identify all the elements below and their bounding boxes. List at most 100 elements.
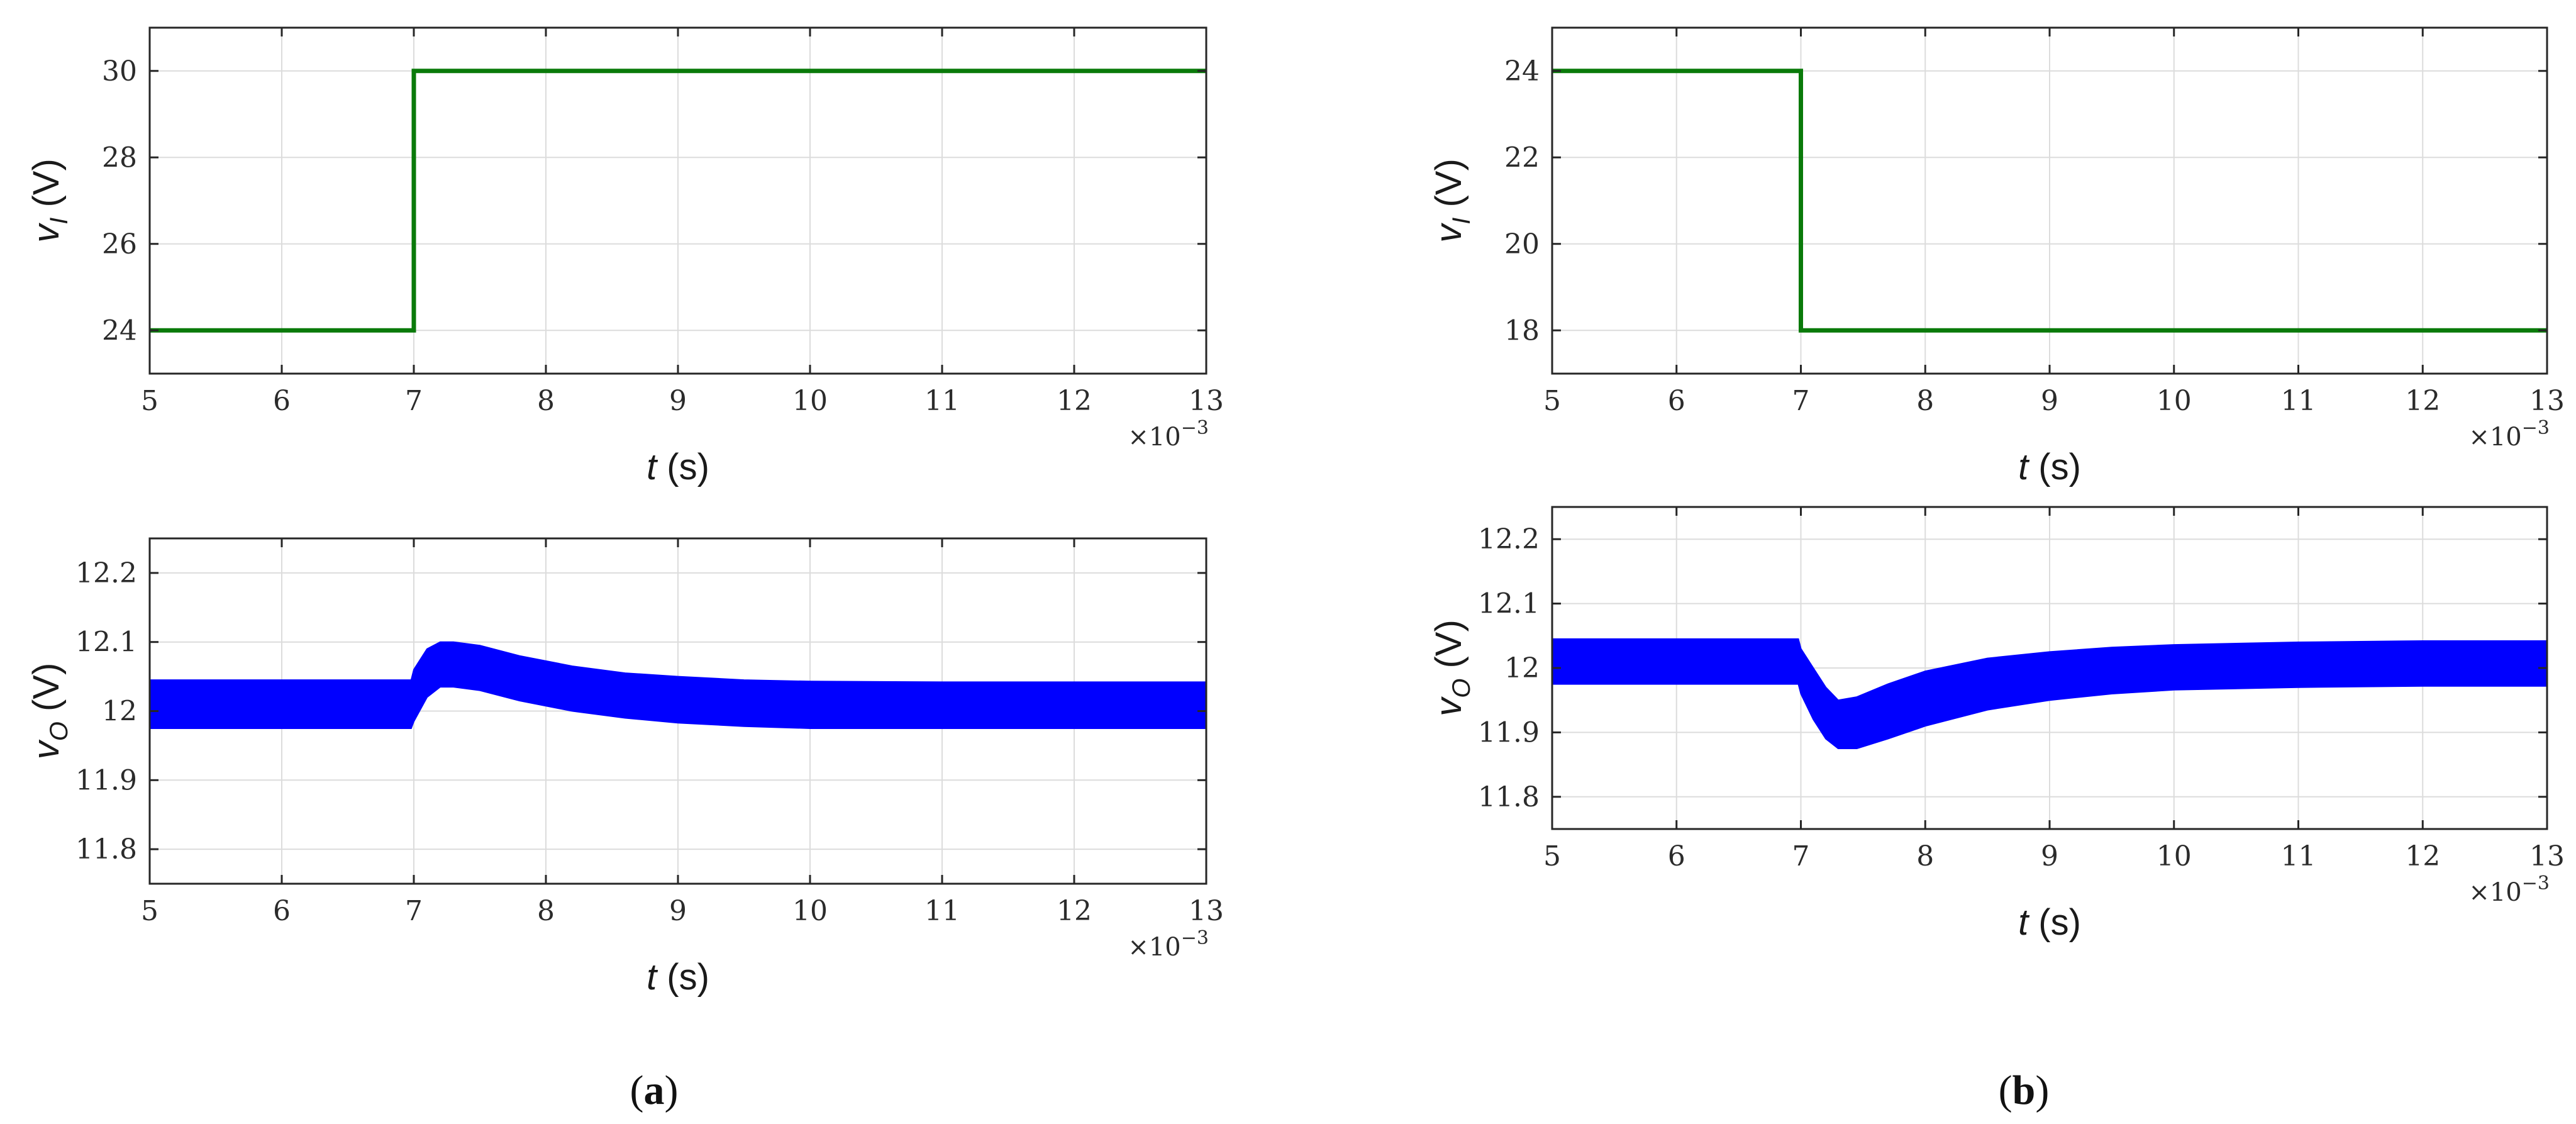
x-multiplier-exponent: −3	[2522, 417, 2550, 439]
x-tick-label: 6	[273, 385, 291, 417]
x-axis-unit: (s)	[2028, 902, 2081, 943]
x-tick-label: 12	[1057, 385, 1092, 417]
x-multiplier-exponent: −3	[1181, 417, 1209, 439]
x-tick-label: 7	[1792, 840, 1810, 872]
y-axis-label: vO (V)	[1428, 620, 1475, 716]
y-axis-unit: (V)	[26, 159, 67, 217]
y-axis-subscript: I	[1448, 218, 1475, 225]
x-multiplier: ×10−3	[1128, 927, 1209, 962]
y-tick-label: 30	[102, 55, 137, 87]
x-tick-label: 12	[2405, 385, 2440, 417]
x-axis-variable: t	[2018, 447, 2030, 487]
x-tick-label: 12	[1057, 895, 1092, 927]
y-tick-label: 11.8	[75, 833, 137, 865]
x-tick-label: 9	[2041, 385, 2058, 417]
x-tick-label: 9	[669, 385, 687, 417]
x-tick-label: 10	[792, 895, 828, 927]
y-axis-variable: v	[26, 739, 67, 759]
x-tick-label: 10	[2157, 840, 2192, 872]
x-tick-label: 10	[2157, 385, 2192, 417]
x-tick-label: 13	[2529, 840, 2565, 872]
x-multiplier-exponent: −3	[2522, 872, 2550, 894]
y-axis-label: vO (V)	[26, 663, 73, 760]
series-line	[1552, 69, 2547, 333]
x-axis-unit: (s)	[657, 447, 709, 487]
x-tick-label: 13	[1189, 895, 1224, 927]
x-axis-variable: t	[647, 447, 658, 487]
caption-b: (b)	[1999, 1067, 2050, 1113]
x-tick-label: 6	[1668, 385, 1685, 417]
y-axis-unit: (V)	[1428, 620, 1469, 678]
y-tick-label: 24	[102, 314, 137, 347]
y-tick-label: 11.9	[75, 764, 137, 796]
chart-b-bottom: 5 6 7 8 9 10 11 12 13 11.8 11.9 12 12.1 12.2 ×10−3 t (s…	[1428, 506, 2565, 943]
series-line	[150, 69, 1206, 333]
y-tick-label: 11.8	[1478, 781, 1540, 813]
x-multiplier: ×10−3	[2468, 417, 2550, 452]
x-tick-label: 13	[2529, 385, 2565, 417]
chart-a-top: 5 6 7 8 9 10 11 12 13 24 26 28 30 ×10−3 t (s) vI (V)	[26, 26, 1224, 487]
x-tick-label: 5	[141, 385, 158, 417]
y-tick-label: 12.2	[1478, 523, 1540, 555]
y-tick-label: 24	[1504, 55, 1540, 87]
chart-a-bottom: 5 6 7 8 9 10 11 12 13 11.8 11.9 12 12.1 12.2 ×10−3 t (s…	[26, 537, 1224, 998]
x-tick-label: 8	[537, 895, 555, 927]
x-axis-label: t (s)	[2018, 447, 2081, 487]
y-tick-label: 18	[1504, 314, 1540, 347]
x-tick-label: 12	[2405, 840, 2440, 872]
x-tick-label: 7	[1792, 385, 1810, 417]
x-tick-label: 11	[2281, 385, 2316, 417]
y-axis-unit: (V)	[1428, 159, 1469, 217]
y-tick-label: 28	[102, 142, 137, 174]
y-axis-variable: v	[1428, 223, 1469, 243]
y-tick-label: 12.1	[75, 626, 137, 659]
x-tick-label: 11	[924, 895, 960, 927]
y-tick-label: 26	[102, 228, 137, 260]
y-axis-subscript: O	[45, 721, 73, 741]
x-tick-label: 11	[2281, 840, 2316, 872]
x-tick-label: 13	[1189, 385, 1224, 417]
x-tick-label: 6	[273, 895, 291, 927]
x-tick-label: 10	[792, 385, 828, 417]
x-tick-label: 7	[405, 385, 423, 417]
y-axis-subscript: I	[45, 218, 73, 225]
x-tick-label: 7	[405, 895, 423, 927]
x-axis-label: t (s)	[647, 447, 709, 487]
x-tick-label: 9	[2041, 840, 2058, 872]
y-tick-label: 12.2	[75, 557, 137, 589]
x-axis-unit: (s)	[2028, 447, 2081, 487]
y-axis-variable: v	[1428, 696, 1469, 716]
x-multiplier-exponent: −3	[1181, 927, 1209, 949]
x-tick-label: 5	[141, 895, 158, 927]
x-multiplier: ×10−3	[2468, 872, 2550, 907]
x-tick-label: 11	[924, 385, 960, 417]
y-tick-label: 12	[1504, 652, 1540, 684]
y-axis-variable: v	[26, 223, 67, 243]
x-axis-variable: t	[2018, 902, 2030, 943]
x-axis-label: t (s)	[2018, 902, 2081, 943]
caption-a: (a)	[630, 1067, 679, 1113]
caption-b-letter: b	[2012, 1067, 2036, 1113]
x-tick-label: 8	[1916, 840, 1934, 872]
y-axis-unit: (V)	[26, 663, 67, 721]
x-tick-label: 8	[537, 385, 555, 417]
caption-a-letter: a	[644, 1067, 665, 1113]
x-axis-unit: (s)	[657, 957, 709, 998]
y-axis-label: vI (V)	[1428, 159, 1475, 243]
y-tick-label: 12	[102, 696, 137, 728]
x-tick-label: 6	[1668, 840, 1685, 872]
x-axis-variable: t	[647, 957, 658, 998]
y-axis-label: vI (V)	[26, 159, 73, 243]
y-tick-label: 12.1	[1478, 588, 1540, 620]
y-tick-label: 20	[1504, 228, 1540, 260]
x-multiplier: ×10−3	[1128, 417, 1209, 452]
y-tick-label: 22	[1504, 142, 1540, 174]
x-tick-label: 8	[1916, 385, 1934, 417]
x-tick-label: 5	[1543, 840, 1561, 872]
x-tick-label: 9	[669, 895, 687, 927]
x-tick-label: 5	[1543, 385, 1561, 417]
x-axis-label: t (s)	[647, 957, 709, 998]
chart-b-top: 5 6 7 8 9 10 11 12 13 18 20 22 24 ×10−3 t (s) vI (V)	[1428, 26, 2565, 487]
